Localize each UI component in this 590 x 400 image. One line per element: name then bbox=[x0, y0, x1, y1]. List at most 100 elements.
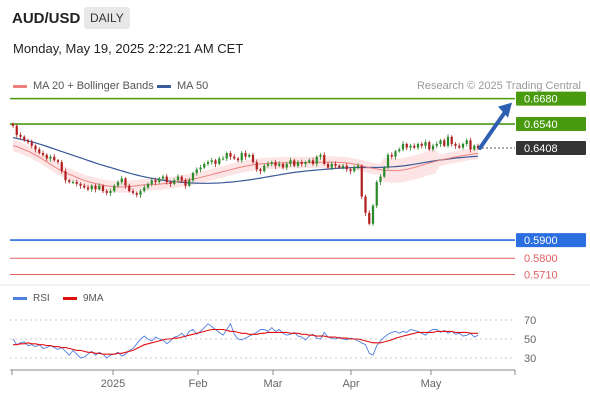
candle-body bbox=[23, 136, 26, 141]
candle-body bbox=[109, 191, 112, 193]
candle-body bbox=[248, 154, 251, 157]
x-tick-Mar: Mar bbox=[264, 378, 283, 390]
candle-body bbox=[285, 163, 288, 168]
candle-body bbox=[53, 156, 56, 161]
candle-body bbox=[26, 140, 30, 143]
candle-body bbox=[473, 145, 476, 150]
candle-body bbox=[68, 180, 71, 183]
legend-ma50: MA 50 bbox=[157, 80, 208, 92]
candle-body bbox=[139, 191, 142, 195]
candle-body bbox=[319, 154, 322, 157]
candle-body bbox=[116, 182, 120, 186]
candle-body bbox=[203, 163, 206, 168]
x-tick-Feb: Feb bbox=[189, 378, 208, 390]
candle-body bbox=[356, 165, 360, 168]
candle-body bbox=[394, 151, 397, 157]
candle-body bbox=[458, 145, 461, 148]
candle-body bbox=[210, 160, 213, 163]
candle-body bbox=[169, 182, 172, 184]
x-tick-Apr: Apr bbox=[342, 378, 359, 390]
candle-body bbox=[266, 163, 270, 166]
candle-body bbox=[379, 176, 382, 183]
candle-body bbox=[98, 185, 101, 190]
candle-body bbox=[45, 154, 48, 159]
candle-body bbox=[19, 134, 22, 137]
candle-body bbox=[416, 143, 420, 148]
candle-body bbox=[263, 165, 266, 172]
candle-body bbox=[401, 143, 405, 150]
candle-body bbox=[225, 153, 228, 159]
candle-body bbox=[105, 191, 108, 193]
level-box-0.6408 bbox=[516, 140, 586, 155]
candle-body bbox=[30, 142, 33, 146]
forecast-arrow-shaft bbox=[478, 108, 508, 150]
ma50-swatch bbox=[157, 84, 171, 88]
ma20-swatch bbox=[13, 84, 27, 88]
candle-body bbox=[34, 145, 37, 150]
candle-body bbox=[326, 163, 330, 168]
candle-body bbox=[300, 162, 303, 164]
candle-body bbox=[405, 143, 408, 148]
level-label-0.5800: 0.5800 bbox=[524, 253, 558, 265]
candle-body bbox=[135, 192, 138, 195]
candle-body bbox=[296, 162, 300, 166]
candle-body bbox=[71, 182, 75, 184]
candle-body bbox=[476, 145, 480, 148]
candle-body bbox=[199, 167, 202, 170]
candle-body bbox=[334, 163, 337, 166]
level-label-0.6408: 0.6408 bbox=[524, 143, 558, 155]
candle-body bbox=[165, 176, 168, 183]
candle-body bbox=[465, 140, 468, 144]
candle-body bbox=[86, 187, 90, 190]
level-box-0.6540 bbox=[516, 117, 586, 132]
candle-body bbox=[375, 182, 378, 206]
candle-body bbox=[206, 162, 210, 164]
candle-body bbox=[161, 176, 165, 179]
candle-body bbox=[439, 140, 442, 144]
legend-rsi-ma: 9MA bbox=[63, 293, 104, 304]
candle-body bbox=[83, 185, 86, 188]
rsi-tick-30: 30 bbox=[524, 353, 536, 365]
legend-rsi: RSI bbox=[13, 293, 50, 304]
candle-body bbox=[311, 160, 315, 164]
rsi-line bbox=[12, 322, 479, 359]
candle-body bbox=[11, 124, 15, 126]
rsi-tick-70: 70 bbox=[524, 315, 536, 327]
candle-body bbox=[154, 180, 157, 183]
candle-body bbox=[79, 183, 82, 186]
candle-body bbox=[469, 140, 472, 150]
candle-body bbox=[218, 158, 221, 164]
candle-body bbox=[428, 142, 431, 150]
candle-body bbox=[173, 180, 176, 184]
candle-body bbox=[124, 178, 127, 186]
x-tick-2025: 2025 bbox=[101, 378, 125, 390]
period-badge[interactable]: DAILY bbox=[84, 7, 130, 29]
candle-body bbox=[49, 156, 52, 159]
candle-body bbox=[60, 162, 63, 172]
legend-rsi-ma-label: 9MA bbox=[83, 293, 104, 304]
candle-body bbox=[64, 171, 67, 181]
candle-body bbox=[270, 162, 273, 164]
candle-body bbox=[259, 169, 262, 172]
rsi-ma-line bbox=[13, 328, 478, 355]
level-box-0.6680 bbox=[516, 91, 586, 106]
candle-body bbox=[349, 169, 352, 172]
candle-body bbox=[180, 176, 183, 181]
candle-body bbox=[188, 180, 191, 186]
candle-body bbox=[341, 165, 345, 168]
candle-body bbox=[233, 156, 236, 159]
candle-body bbox=[353, 167, 356, 172]
candle-body bbox=[323, 154, 326, 164]
candle-body bbox=[184, 180, 187, 186]
candle-body bbox=[420, 143, 423, 146]
legend-ma20: MA 20 + Bollinger Bands bbox=[13, 80, 154, 92]
level-label-0.6540: 0.6540 bbox=[524, 119, 558, 131]
legend-ma50-label: MA 50 bbox=[177, 80, 209, 92]
candle-body bbox=[454, 143, 457, 146]
candle-body bbox=[90, 185, 93, 190]
candle-body bbox=[120, 178, 123, 183]
candle-body bbox=[38, 149, 41, 154]
level-label-0.5710: 0.5710 bbox=[524, 270, 558, 282]
candle-body bbox=[251, 154, 255, 163]
